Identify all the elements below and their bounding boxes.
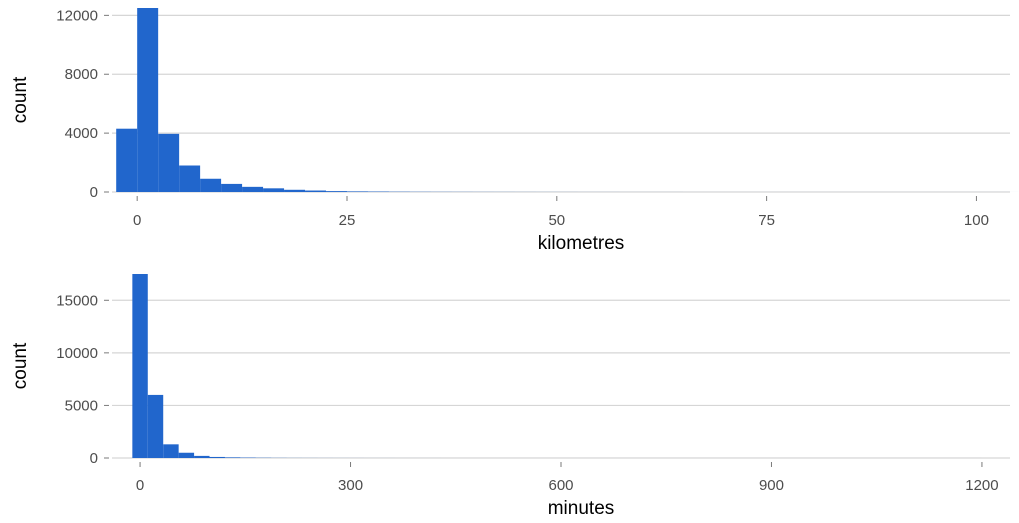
histogram-bar — [158, 133, 180, 192]
histogram-minutes: 0 5000 10000 15000 0 300 600 900 1200 minutes coun… — [10, 274, 1010, 519]
histogram-bar — [178, 452, 195, 458]
x-tick-label: 0 — [136, 477, 144, 494]
y-tick-label: 15000 — [56, 292, 98, 309]
histogram-bar — [147, 394, 164, 458]
x-tick-label: 1200 — [965, 477, 998, 494]
y-tick-label: 5000 — [65, 397, 98, 414]
y-tick-label: 0 — [90, 450, 98, 467]
y-tick-label: 12000 — [56, 7, 98, 24]
x-tick-label: 75 — [758, 212, 775, 229]
x-tick-label: 100 — [964, 212, 989, 229]
histogram-bar — [200, 178, 222, 192]
histogram-bar — [284, 189, 306, 192]
histogram-bar — [194, 455, 210, 458]
x-tick-label: 50 — [548, 212, 565, 229]
histogram-bar — [263, 188, 285, 192]
y-tick-label: 8000 — [65, 66, 98, 83]
histogram-bar — [163, 444, 179, 458]
histogram-kilometres: 0 4000 8000 12000 0 25 50 75 100 kilometres count — [10, 7, 1019, 254]
x-axis-title: kilometres — [538, 233, 625, 254]
y-axis-title: count — [10, 342, 31, 389]
histogram-bar — [326, 191, 347, 192]
x-axis-title: minutes — [548, 498, 615, 519]
y-tick-label: 0 — [90, 184, 98, 201]
x-tick-label: 300 — [338, 477, 363, 494]
x-tick-label: 25 — [339, 212, 356, 229]
histogram-bar — [346, 191, 368, 192]
y-tick-label: 4000 — [65, 125, 98, 142]
histogram-bar — [179, 165, 201, 192]
histogram-bar — [116, 128, 138, 192]
histogram-bar — [305, 190, 327, 192]
histogram-bar — [132, 274, 148, 458]
y-axis-title: count — [10, 76, 31, 123]
histogram-bar — [224, 457, 241, 458]
histogram-bar — [221, 183, 243, 192]
histogram-bar — [242, 186, 264, 192]
histogram-bar — [209, 456, 225, 458]
y-tick-label: 10000 — [56, 345, 98, 362]
x-tick-label: 0 — [133, 212, 141, 229]
x-tick-label: 900 — [759, 477, 784, 494]
histogram-bar — [137, 8, 159, 192]
x-tick-label: 600 — [548, 477, 573, 494]
